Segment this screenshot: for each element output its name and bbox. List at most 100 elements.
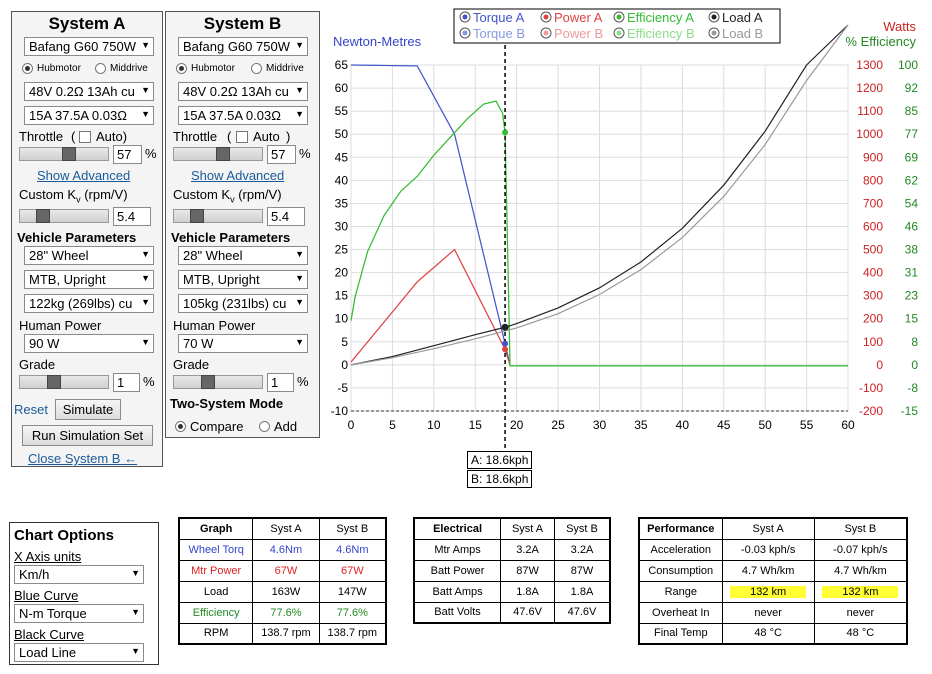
table-cell: 48 °C [813,622,908,645]
table-cell: Wheel Torq [178,538,254,561]
black-curve-select[interactable]: Load Line ▼ [14,643,144,662]
run-simulation-set-button[interactable]: Run Simulation Set [22,425,153,446]
hubmotor-radio-b[interactable] [176,63,187,74]
auto-checkbox-a[interactable] [79,131,91,143]
motor-select-a[interactable]: Bafang G60 750W ▼ [24,37,154,56]
legend-radio-dot [543,30,549,36]
watt-tick-label: 800 [863,173,883,187]
controller-select-b[interactable]: 15A 37.5A 0.03Ω ▼ [178,106,308,125]
blue-curve-label: Blue Curve [14,588,79,603]
grade-input-a[interactable]: 1 [113,373,140,392]
kv-input-b[interactable]: 5.4 [267,207,305,226]
table-cell: Mtr Power [178,559,254,582]
middrive-label-a: Middrive [110,63,148,74]
battery-select-a[interactable]: 48V 0.2Ω 13Ah cu ▼ [24,82,154,101]
graph-table: Graph Syst A Syst B Wheel Torq 4.6Nm 4.6Nm M… [178,517,387,645]
table-cell: Batt Amps [413,580,502,603]
mass-select-b[interactable]: 105kg (231lbs) cu ▼ [178,294,308,313]
throttle-slider-a[interactable] [19,147,109,161]
close-system-b-link[interactable]: Close System B ← [28,451,138,466]
eff-tick-label: 38 [905,243,919,257]
throttle-input-b[interactable]: 57 [267,145,296,164]
mass-select-a[interactable]: 122kg (269lbs) cu ▼ [24,294,154,313]
grade-slider-a[interactable] [19,375,109,389]
kv-slider-b[interactable] [173,209,263,223]
kv-label-b: Custom Kv (rpm/V) [173,187,282,205]
power-a-line [350,248,511,366]
middrive-radio-a[interactable] [95,63,106,74]
chart-options-title: Chart Options [14,527,114,544]
eff-tick-label: 31 [905,266,919,280]
human-power-select-a[interactable]: 90 W ▼ [24,334,154,353]
nm-tick-label: 25 [335,243,349,257]
efficiency-axis-title: % Efficiency [845,34,916,49]
throttle-slider-b[interactable] [173,147,263,161]
kv-input-a[interactable]: 5.4 [113,207,151,226]
load-b-line [350,24,849,366]
chevron-down-icon: ▼ [295,273,304,283]
show-advanced-link-a[interactable]: Show Advanced [37,168,131,183]
blue-curve-select[interactable]: N-m Torque ▼ [14,604,144,623]
human-power-select-b[interactable]: 70 W ▼ [178,334,308,353]
grade-slider-b[interactable] [173,375,263,389]
motor-select-b[interactable]: Bafang G60 750W ▼ [178,37,308,56]
eff-tick-label: 23 [905,289,919,303]
slider-thumb[interactable] [62,147,76,161]
table-cell: 1.8A [554,580,611,603]
x-tick-label: 50 [758,418,772,432]
range-highlight: 132 km [730,585,807,598]
battery-select-b[interactable]: 48V 0.2Ω 13Ah cu ▼ [178,82,308,101]
watt-tick-label: 1200 [856,81,883,95]
add-radio[interactable] [259,421,270,432]
table-cell: 67W [252,559,320,582]
table-cell: 3.2A [500,538,555,561]
black-curve-label: Black Curve [14,627,85,642]
nm-tick-label: 20 [335,266,349,280]
chevron-down-icon: ▼ [141,249,150,259]
wheel-select-b[interactable]: 28" Wheel ▼ [178,246,308,265]
middrive-radio-b[interactable] [251,63,262,74]
slider-thumb[interactable] [47,375,61,389]
grade-input-b[interactable]: 1 [267,373,294,392]
legend-label-load-a: Load A [722,10,763,25]
reset-link[interactable]: Reset [14,402,48,417]
x-axis-select[interactable]: Km/h ▼ [14,565,144,584]
eff-tick-label: 92 [905,81,919,95]
slider-thumb[interactable] [190,209,204,223]
motor-chart[interactable]: 0 5 10 15 20 25 30 35 40 45 50 55 606560555045403530… [325,0,932,500]
simulate-button[interactable]: Simulate [55,399,121,420]
nm-tick-label: 35 [335,196,349,210]
compare-radio[interactable] [175,421,186,432]
nm-tick-label: -10 [331,404,349,418]
slider-thumb[interactable] [36,209,50,223]
table-cell: 147W [318,580,387,603]
table-cell: -0.07 kph/s [813,538,908,561]
style-select-b[interactable]: MTB, Upright ▼ [178,270,308,289]
table-header: Electrical [413,517,502,540]
hubmotor-radio-a[interactable] [22,63,33,74]
watt-tick-label: 700 [863,196,883,210]
two-system-mode-label: Two-System Mode [170,396,284,411]
wheel-select-a[interactable]: 28" Wheel ▼ [24,246,154,265]
table-cell: 4.6Nm [318,538,387,561]
human-power-label-b: Human Power [173,318,256,333]
show-advanced-link-b[interactable]: Show Advanced [191,168,285,183]
controller-select-a[interactable]: 15A 37.5A 0.03Ω ▼ [24,106,154,125]
auto-checkbox-b[interactable] [236,131,248,143]
vehicle-params-label-b: Vehicle Parameters [171,230,291,245]
table-cell: never [721,601,815,624]
throttle-input-a[interactable]: 57 [113,145,142,164]
watt-tick-label: 1100 [857,104,883,118]
slider-thumb[interactable] [216,147,230,161]
watt-tick-label: 900 [863,150,883,164]
kv-slider-a[interactable] [19,209,109,223]
legend-label-eff-b: Efficiency B [627,26,695,41]
system-a-title: System A [48,14,126,33]
nm-tick-label: 55 [335,104,349,118]
x-tick-label: 30 [593,418,607,432]
slider-thumb[interactable] [201,375,215,389]
eff-tick-label: 0 [911,358,918,372]
style-select-a[interactable]: MTB, Upright ▼ [24,270,154,289]
legend-radio-dot [711,14,717,20]
legend-label-torque-b: Torque B [473,26,525,41]
